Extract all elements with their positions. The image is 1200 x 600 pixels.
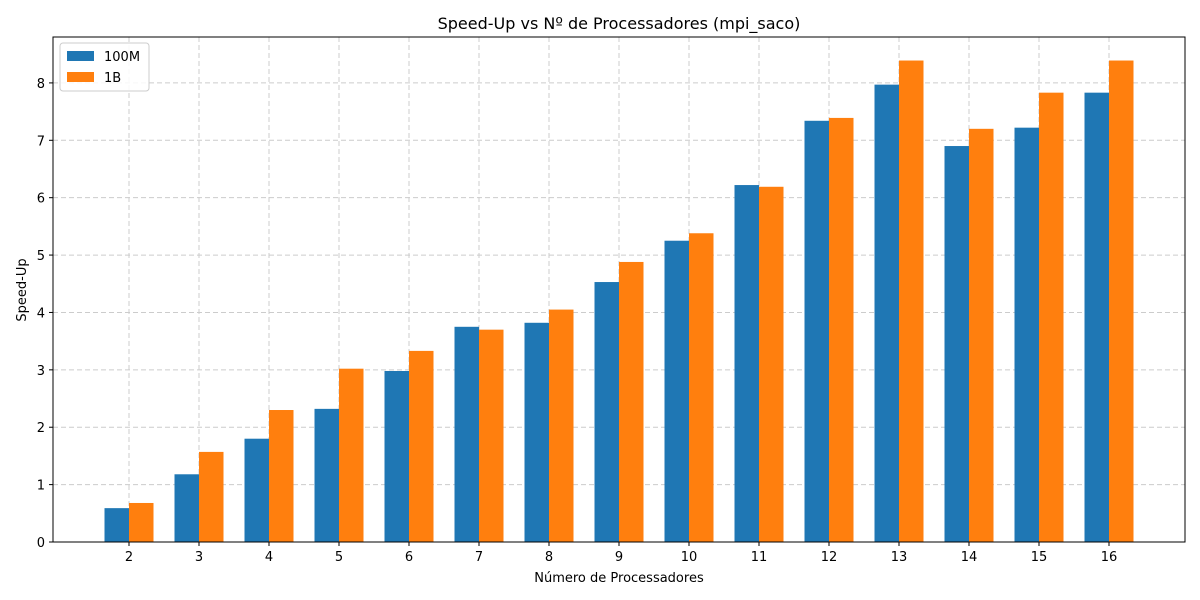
x-tick-label: 11 [751, 550, 768, 565]
x-tick-label: 2 [125, 550, 133, 565]
bar-1B-15 [1039, 92, 1064, 543]
y-tick-label: 6 [37, 192, 45, 207]
bar-1B-5 [339, 368, 364, 542]
y-tick-label: 4 [37, 306, 45, 321]
bar-1B-4 [269, 410, 294, 542]
y-tick-label: 0 [37, 536, 45, 551]
x-tick-label: 14 [961, 550, 978, 565]
y-axis-title: Speed-Up [15, 258, 30, 321]
x-axis-title: Número de Processadores [534, 571, 704, 586]
legend: 100M 1B [59, 42, 150, 92]
bar-100M-10 [664, 240, 689, 542]
bar-100M-3 [174, 474, 199, 542]
bar-100M-11 [734, 185, 759, 542]
bar-100M-6 [384, 370, 409, 542]
bar-1B-11 [759, 186, 784, 542]
x-tick-label: 5 [335, 550, 343, 565]
bar-1B-9 [619, 261, 644, 542]
bar-1B-12 [829, 117, 854, 543]
x-tick-label: 7 [475, 550, 483, 565]
legend-label-1B: 1B [104, 71, 121, 86]
bar-100M-9 [594, 282, 619, 542]
bar-1B-7 [479, 329, 504, 542]
y-tick-label: 2 [37, 421, 45, 436]
bar-100M-15 [1014, 127, 1039, 542]
bar-1B-13 [899, 60, 924, 542]
bar-100M-16 [1084, 92, 1109, 543]
bar-100M-7 [454, 326, 479, 542]
bar-1B-10 [689, 233, 714, 543]
bar-100M-5 [314, 408, 339, 542]
x-axis-ticks: 2 3 4 5 6 7 8 9 10 11 12 13 14 15 16 [125, 542, 1117, 565]
y-axis-ticks: 0 1 2 3 4 5 6 7 8 [37, 77, 53, 551]
bars [104, 60, 1134, 543]
x-tick-label: 12 [821, 550, 838, 565]
chart-title: Speed-Up vs Nº de Processadores (mpi_sac… [438, 14, 801, 34]
bar-100M-4 [244, 438, 269, 542]
bar-100M-12 [804, 120, 829, 542]
x-tick-label: 16 [1101, 550, 1118, 565]
bar-100M-8 [524, 322, 549, 542]
x-tick-label: 3 [195, 550, 203, 565]
legend-swatch-100M [67, 51, 94, 61]
y-tick-label: 1 [37, 479, 45, 494]
bar-1B-8 [549, 309, 574, 542]
legend-swatch-1B [67, 72, 94, 82]
legend-label-100M: 100M [104, 50, 140, 65]
y-tick-label: 3 [37, 364, 45, 379]
x-tick-label: 15 [1031, 550, 1048, 565]
bar-100M-2 [104, 508, 129, 542]
bar-1B-6 [409, 350, 434, 542]
x-tick-label: 10 [681, 550, 698, 565]
x-tick-label: 6 [405, 550, 413, 565]
bar-1B-2 [129, 502, 154, 542]
x-tick-label: 9 [615, 550, 623, 565]
x-tick-label: 4 [265, 550, 273, 565]
bar-100M-14 [944, 146, 969, 542]
y-tick-label: 8 [37, 77, 45, 92]
bar-100M-13 [874, 84, 899, 543]
bar-1B-16 [1109, 60, 1134, 542]
x-tick-label: 13 [891, 550, 908, 565]
x-tick-label: 8 [545, 550, 553, 565]
y-tick-label: 5 [37, 249, 45, 264]
bar-1B-14 [969, 128, 994, 542]
bar-1B-3 [199, 451, 224, 542]
y-tick-label: 7 [37, 134, 45, 149]
